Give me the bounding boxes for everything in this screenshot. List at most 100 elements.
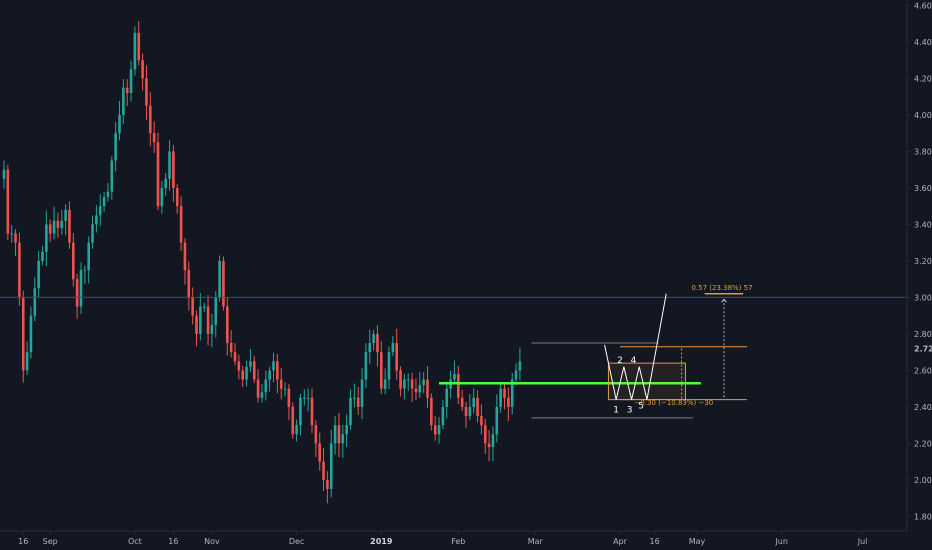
candle [387, 346, 391, 389]
price-tick-label: 2.00 [914, 476, 932, 485]
candle-body [98, 206, 102, 216]
time-axis[interactable]: 16 Sep Oct 16 Nov Dec 2019 Feb Mar Apr 16 May Jun Jul [18, 531, 867, 546]
candle [295, 419, 298, 442]
candle [149, 92, 152, 147]
candle [318, 432, 321, 471]
candle [491, 426, 495, 462]
candle-body [206, 306, 210, 334]
candle-body [237, 361, 241, 371]
candle [21, 290, 25, 383]
price-tick-label: 3.80 [914, 147, 932, 156]
price-tick-label: 1.80 [914, 512, 932, 521]
candle-body [114, 133, 117, 161]
candle-body [453, 374, 456, 380]
candle [145, 65, 148, 121]
candle [52, 206, 56, 240]
candle [241, 366, 244, 388]
candle [41, 246, 44, 266]
candle [510, 372, 514, 415]
candle [75, 273, 79, 319]
candle-body [480, 416, 483, 426]
candle-body [164, 178, 167, 188]
candle-body [518, 361, 522, 371]
candle [495, 394, 499, 443]
candle-body [514, 370, 518, 380]
candle-body [356, 397, 360, 407]
candle [441, 399, 445, 430]
candle [60, 209, 64, 235]
candle [303, 389, 306, 406]
candle [480, 404, 483, 435]
candle-body [256, 379, 260, 398]
candle-body [383, 379, 387, 389]
candle-body [287, 388, 291, 407]
candle-body [10, 233, 13, 235]
candle-body [183, 242, 187, 271]
candle [168, 140, 171, 191]
candle-body [276, 361, 279, 380]
candle [64, 204, 67, 236]
candle [353, 383, 356, 408]
candle [430, 393, 433, 431]
candle [376, 325, 379, 367]
price-tick-label: 3.00 [914, 293, 932, 302]
candle [125, 79, 129, 106]
candle [291, 402, 295, 439]
candle [514, 363, 518, 385]
candle-body [291, 406, 295, 435]
time-tick-label: Sep [43, 537, 58, 546]
candle [160, 180, 164, 214]
candle-body [195, 315, 198, 334]
candle-body [445, 388, 449, 407]
candle [410, 372, 414, 403]
candle-body [364, 352, 368, 380]
candle-body [395, 343, 398, 371]
candle [191, 287, 194, 325]
candle-body [399, 370, 402, 389]
candle [210, 313, 214, 348]
candle-body [468, 406, 472, 417]
candle [445, 384, 449, 419]
candle-body [260, 392, 264, 398]
candle-body [433, 425, 437, 435]
candle [183, 238, 187, 285]
candle [437, 417, 441, 444]
time-tick-label: Oct [128, 537, 142, 546]
candle [406, 373, 410, 392]
candle-body [487, 443, 491, 448]
candle-body [56, 220, 60, 229]
candle-body [75, 279, 79, 307]
time-tick-label: May [689, 537, 706, 546]
candle-body [133, 32, 137, 70]
candle [256, 369, 260, 403]
time-tick-label: 16 [650, 537, 660, 546]
price-axis[interactable]: 4.60 4.40 4.20 4.00 3.80 3.60 3.40 3.20 3.00 2.80… [907, 1, 932, 521]
candle-body [199, 306, 202, 334]
price-tick-label: 2.60 [914, 366, 932, 375]
candle-body [214, 297, 218, 325]
candle [249, 348, 252, 372]
candle-body [349, 397, 352, 426]
candle [426, 366, 429, 408]
candle [399, 366, 402, 397]
candle-body [410, 379, 414, 389]
candle-body [68, 209, 71, 243]
projection-box [607, 362, 686, 401]
candle-body [345, 425, 348, 435]
candle [106, 183, 110, 202]
candle [122, 79, 125, 125]
candle [87, 236, 90, 284]
candle-body [422, 379, 425, 386]
candle [229, 330, 233, 358]
candle-body [95, 215, 98, 225]
candle [29, 306, 33, 359]
candle-body [202, 306, 206, 308]
candle [487, 430, 491, 462]
candle [453, 360, 456, 385]
candle [218, 255, 221, 302]
time-tick-label: Jul [857, 537, 868, 546]
candle [264, 370, 268, 401]
price-tick-label: 2.20 [914, 439, 932, 448]
